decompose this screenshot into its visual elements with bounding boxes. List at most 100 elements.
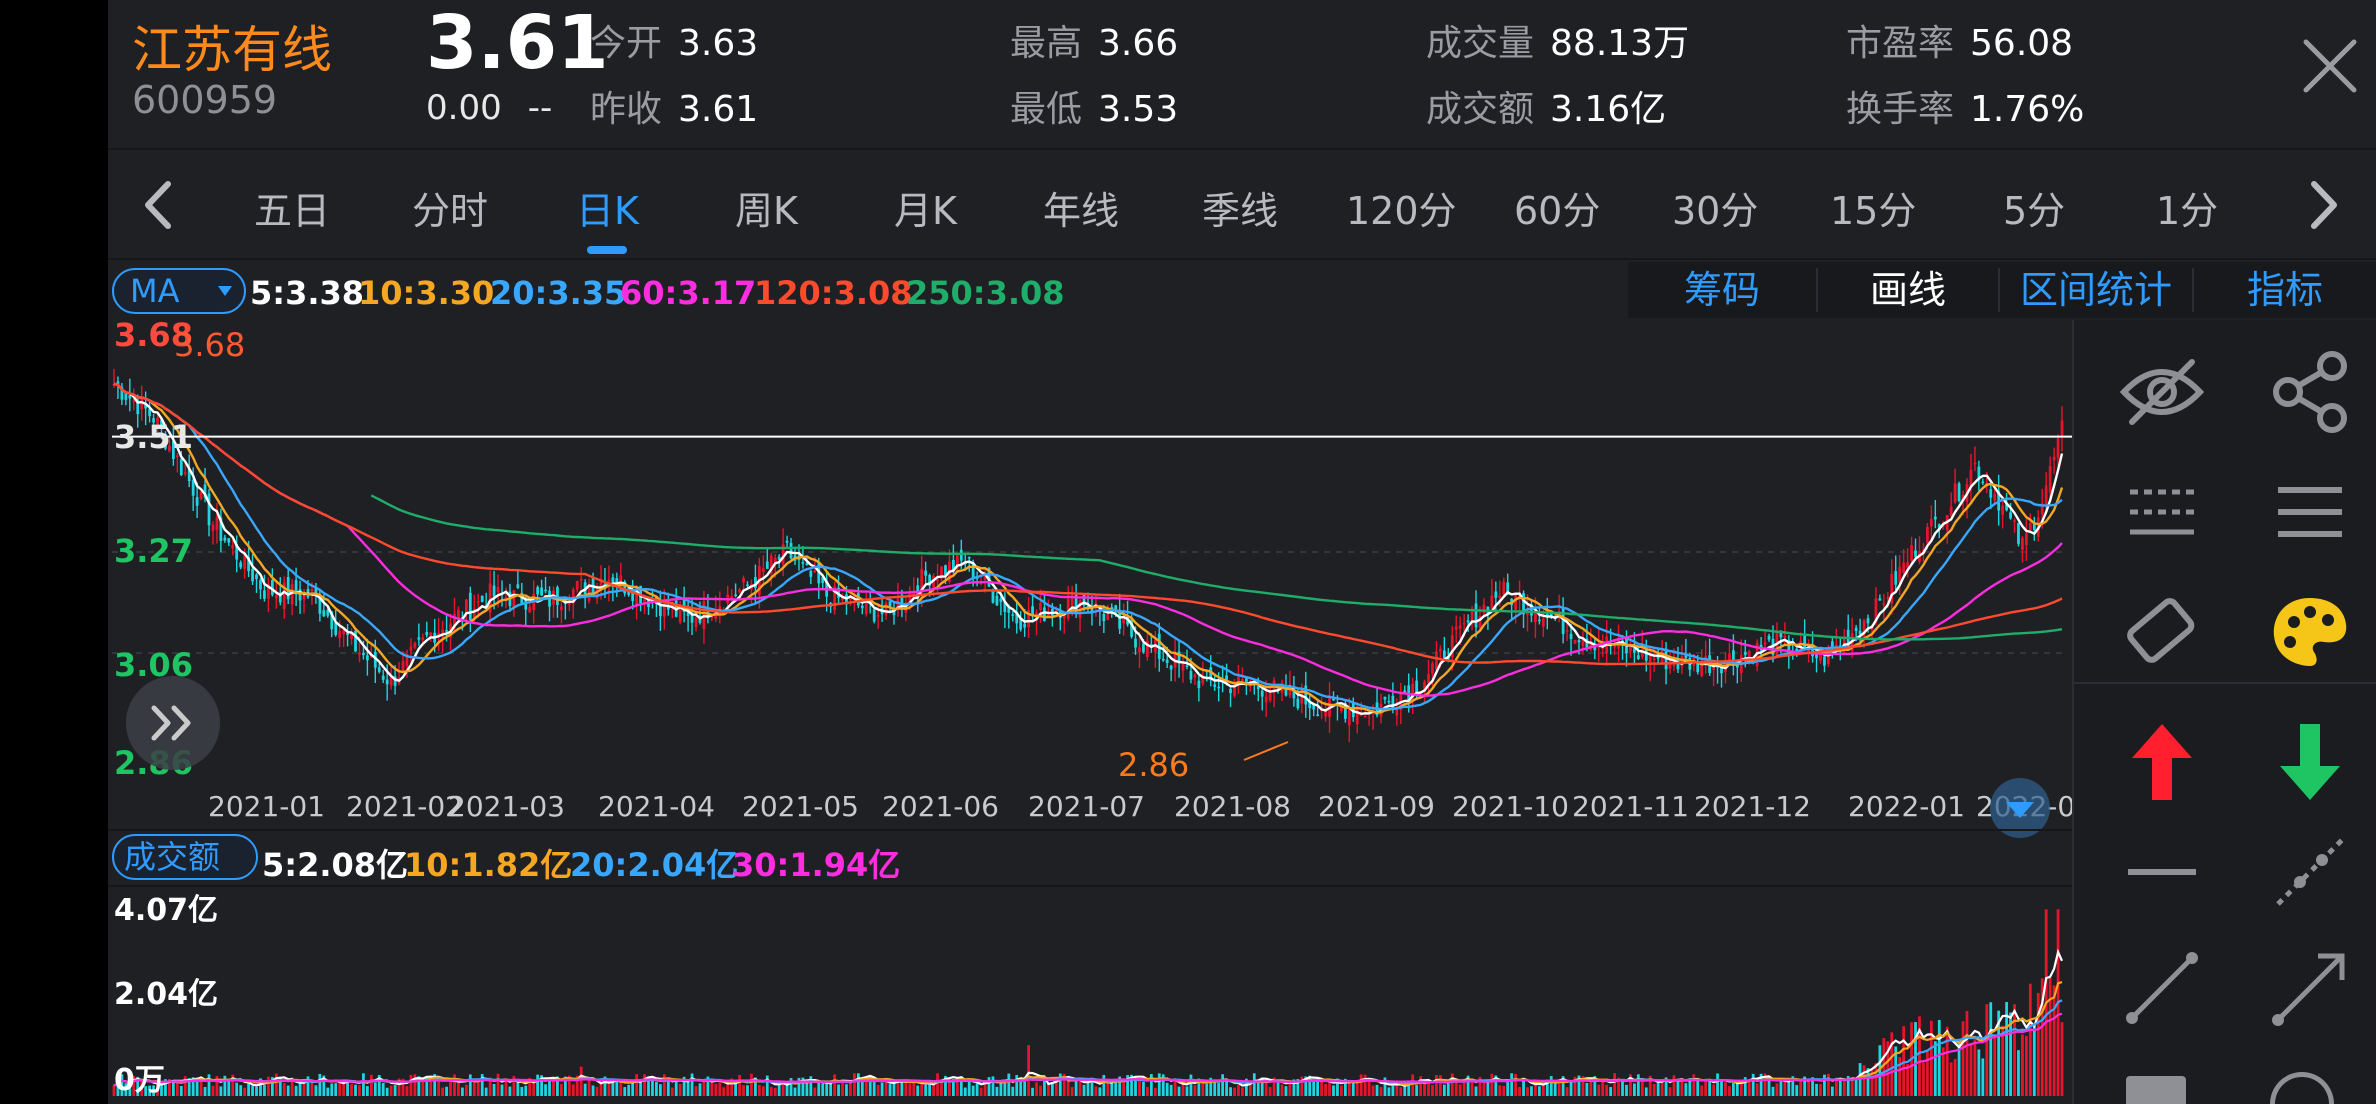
volume-bar [2032, 1026, 2036, 1096]
candle-body [888, 601, 892, 607]
tab-five-day[interactable]: 五日 [254, 189, 331, 233]
volume-bar [971, 1085, 975, 1096]
volume-bar [231, 1074, 235, 1096]
stat-turnover-amount: 成交额 3.16亿 [1426, 89, 1667, 130]
stock-name: 江苏有线 [132, 21, 332, 79]
candle-body [132, 400, 136, 402]
share-icon[interactable] [2260, 342, 2360, 442]
candle-body [441, 629, 444, 637]
tab-60min[interactable]: 60分 [1514, 189, 1601, 233]
tab-1min[interactable]: 1分 [2156, 189, 2219, 233]
volume-bar [706, 1076, 710, 1096]
candle-body [1062, 614, 1066, 619]
chevron-right-icon[interactable] [2298, 170, 2348, 240]
more-tools-icon[interactable] [2270, 1072, 2334, 1104]
volume-bar [330, 1083, 334, 1096]
tab-yearly[interactable]: 年线 [1043, 189, 1120, 233]
volume-bar [457, 1080, 460, 1096]
kline-chart[interactable]: 3.683.513.273.062.863.682.862021-012021-… [108, 0, 2072, 1104]
segment-icon[interactable] [2112, 938, 2212, 1038]
volume-bar [1094, 1086, 1098, 1096]
indicator-button[interactable]: 指标 [2246, 268, 2323, 312]
candle-body [536, 587, 540, 595]
volume-bar [892, 1082, 896, 1096]
candle-body [1866, 618, 1870, 624]
price-axis-label: 3.68 [114, 316, 193, 354]
volume-bar [1102, 1074, 1106, 1096]
dashed-lines-icon[interactable] [2112, 462, 2212, 562]
volume-selector[interactable]: 成交额 [112, 834, 258, 880]
ma-selector[interactable]: MA [112, 268, 246, 314]
volume-bar [1755, 1083, 1759, 1096]
solid-lines-icon[interactable] [2260, 462, 2360, 562]
draw-line-button[interactable]: 画线 [1869, 268, 1946, 312]
volume-bar [1169, 1084, 1173, 1096]
candle-body [267, 584, 270, 599]
close-icon[interactable] [2300, 36, 2360, 96]
candle-body [227, 538, 231, 543]
candle-body [1466, 620, 1470, 623]
volume-bar [1347, 1083, 1351, 1096]
tab-30min[interactable]: 30分 [1672, 189, 1759, 233]
volume-bar [821, 1083, 825, 1096]
candle-body [1969, 469, 1973, 487]
tab-intraday[interactable]: 分时 [412, 189, 489, 233]
ma20-line [113, 382, 2063, 711]
candle-body [1233, 687, 1236, 696]
eraser-icon[interactable] [2112, 582, 2212, 682]
candle-body [1561, 607, 1565, 635]
volume-bar [1759, 1073, 1763, 1096]
volume-bar [1712, 1084, 1715, 1096]
volume-bar [160, 1085, 163, 1096]
volume-bar [579, 1066, 583, 1096]
volume-bar [207, 1074, 211, 1096]
volume-bar [492, 1083, 496, 1096]
candle-body [1355, 709, 1359, 725]
volume-bar [1997, 1010, 2001, 1096]
volume-bar [314, 1085, 318, 1096]
horizontal-line-icon[interactable] [2112, 822, 2212, 922]
arrow-down-icon[interactable] [2260, 712, 2360, 812]
chips-button[interactable]: 筹码 [1683, 268, 1760, 312]
tab-daily-k[interactable]: 日K [576, 189, 639, 233]
volume-bar [884, 1080, 888, 1096]
tab-monthly-k[interactable]: 月K [894, 189, 957, 233]
arrow-up-icon[interactable] [2112, 712, 2212, 812]
candle-body [1668, 660, 1672, 669]
volume-bar [449, 1078, 452, 1096]
candle-body [1074, 595, 1078, 614]
candle-body [1530, 604, 1533, 616]
candle-body [468, 592, 472, 620]
low-marker: 2.86 [1118, 746, 1189, 784]
volume-bar [1787, 1079, 1791, 1096]
volume-bar [1803, 1076, 1807, 1096]
volume-bar [1355, 1080, 1359, 1096]
volume-bar [1047, 1083, 1050, 1096]
range-stats-button[interactable]: 区间统计 [2019, 268, 2172, 312]
volume-bar [1807, 1080, 1811, 1096]
tab-120min[interactable]: 120分 [1346, 189, 1457, 233]
tab-weekly-k[interactable]: 周K [735, 189, 798, 233]
candle-body [1454, 626, 1458, 630]
volume-bar [916, 1085, 920, 1096]
candle-body [924, 570, 928, 576]
high-marker: 3.68 [174, 326, 245, 364]
tab-15min[interactable]: 15分 [1830, 189, 1917, 233]
ray-arrow-icon[interactable] [2260, 938, 2360, 1038]
candle-body [1458, 625, 1462, 629]
candle-body [330, 611, 334, 630]
palette-icon[interactable] [2260, 582, 2360, 682]
stat-high: 最高 3.66 [1010, 23, 1179, 64]
tab-quarterly[interactable]: 季线 [1202, 189, 1279, 233]
volume-bar [1161, 1074, 1165, 1096]
more-tools-icon[interactable] [2126, 1076, 2186, 1104]
dotted-ray-icon[interactable] [2260, 822, 2360, 922]
chevron-left-icon[interactable] [134, 170, 184, 240]
volume-bar [112, 1085, 116, 1096]
expand-icon[interactable] [126, 676, 220, 770]
eye-off-icon[interactable] [2112, 342, 2212, 442]
volume-bar [369, 1074, 373, 1096]
tab-5min[interactable]: 5分 [2003, 189, 2066, 233]
candle-body [171, 440, 175, 459]
candle-body [1284, 686, 1288, 696]
